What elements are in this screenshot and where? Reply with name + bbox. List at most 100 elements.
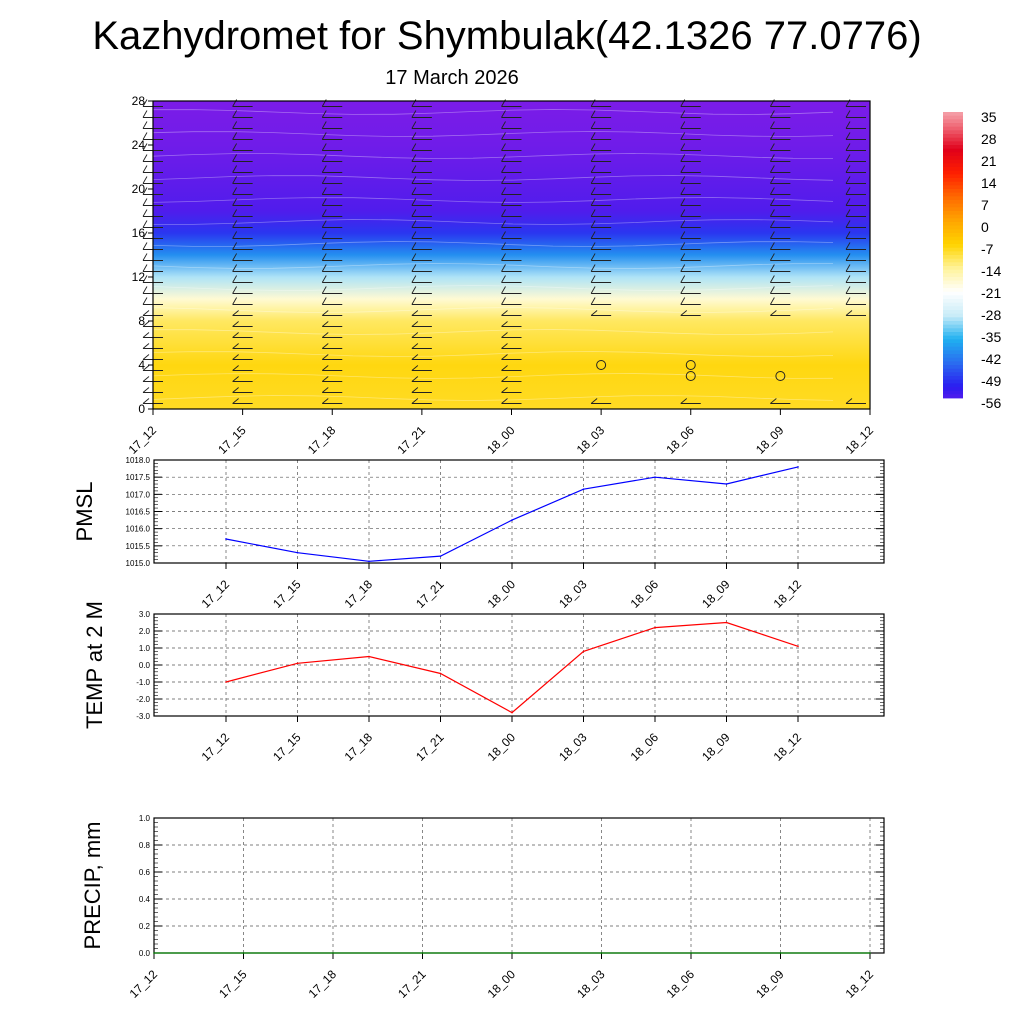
data-point [242,952,245,954]
contour-line [152,197,834,203]
wind-barb-flag [142,387,150,393]
wind-barb-flag [142,132,148,140]
wind-barb-flag [501,110,506,118]
wind-barb-flag [321,121,327,129]
colorbar-band [943,207,963,212]
x-tick-label: 17_18 [342,577,376,611]
wind-barb-flag [501,176,506,184]
wind-barb-flag [321,398,329,404]
y-tick-label: 16 [132,226,146,240]
wind-barb-flag [411,198,417,206]
data-point [582,650,585,653]
wind-barb-flag [501,286,506,294]
contour-line [152,351,834,357]
data-point [332,952,334,954]
wind-barb-flag [321,310,329,316]
x-tick-label: 17_15 [270,730,304,764]
wind-barb-flag [232,376,239,382]
wind-barb-flag [501,321,508,327]
wind-barb-flag [142,343,150,349]
wind-barb-flag [590,121,596,129]
colorbar-band [943,185,963,190]
wind-barb-flag [411,220,417,228]
x-tick-label: 18_12 [843,423,877,457]
wind-barb-flag [411,110,417,118]
wind-barb-flag [590,398,598,404]
colorbar-band [943,368,963,373]
data-point [511,711,513,714]
wind-barb-flag [321,242,327,250]
plot-frame [153,613,885,717]
colorbar-band [943,383,963,388]
wind-barb-flag [680,231,686,239]
contour-line [152,131,834,137]
colorbar-band [943,141,963,146]
data-point [797,645,799,648]
wind-barb-flag [411,209,417,217]
y-tick-label: 3.0 [139,610,151,619]
contour-line [152,395,834,401]
colorbar-band [943,137,963,142]
wind-barb-flag [232,176,238,184]
x-tick-label: 17_12 [127,967,161,1001]
wind-barb-flag [845,231,851,239]
wind-barb-flag [680,264,686,272]
wind-barb-flag [142,154,148,162]
x-tick-label: 17_18 [305,423,339,457]
x-tick-label: 18_03 [556,577,590,611]
contour-line [152,329,834,335]
wind-barb-flag [590,165,596,173]
wind-barb-flag [321,365,329,371]
wind-barb-flag [321,343,329,349]
y-tick-label: 0 [138,402,145,416]
wind-barb-flag [232,110,238,118]
data-point [296,662,299,665]
colorbar-band [943,145,963,150]
wind-barb-flag [411,242,417,250]
contour-line [152,109,834,115]
y-tick-label: -1.0 [136,678,150,687]
wind-barb-flag [590,198,596,206]
colorbar-band [943,310,963,315]
wind-barb-flag [321,187,327,195]
wind-barb-flag [501,310,508,316]
contour-line [152,241,834,247]
wind-barb-flag [845,132,851,140]
wind-barb-flag [411,121,417,129]
colorbar-band [943,376,963,381]
x-tick-label: 18_09 [699,577,733,611]
wind-barb-flag [501,275,506,283]
wind-barb-flag [501,387,508,393]
wind-barb-flag [769,220,775,228]
wind-barb-flag [845,398,853,404]
wind-barb-flag [845,143,851,151]
colorbar-band [943,240,963,245]
wind-barb-flag [590,143,596,151]
y-tick-label: 1015.0 [126,559,151,568]
y-tick-label: 1017.0 [126,490,151,499]
wind-barb-flag [501,209,506,217]
x-tick-label: 18_00 [485,577,519,611]
wind-barb-flag [142,143,148,151]
colorbar-band [943,225,963,230]
wind-barb-flag [680,132,686,140]
calm-wind-marker [685,360,696,370]
wind-barb-flag [142,231,148,239]
wind-barb-flag [680,310,688,316]
wind-barb-flag [769,132,775,140]
wind-barb-flag [845,165,851,173]
y-tick-label: 1.0 [139,814,151,823]
colorbar-band [943,167,963,172]
wind-barb-flag [680,242,686,250]
wind-barb-flag [845,187,851,195]
colorbar-band [943,156,963,161]
colorbar-band [943,123,963,128]
data-point [439,672,442,675]
wind-barb-flag [411,354,419,360]
wind-barb-flag [321,198,327,206]
y-tick-label: 0.6 [139,868,151,877]
y-tick-label: 1016.5 [126,508,151,517]
x-tick-label: 18_12 [771,730,805,764]
wind-barb-flag [232,121,238,129]
